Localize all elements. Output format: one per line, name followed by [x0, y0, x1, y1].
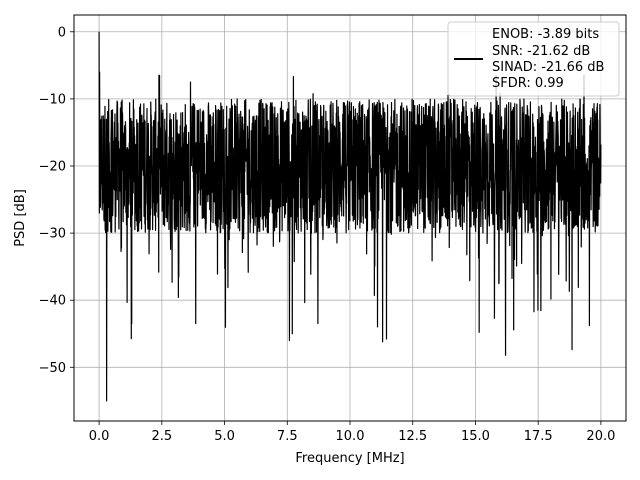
y-tick-label: −50 — [39, 361, 66, 376]
x-tick-label: 17.5 — [524, 429, 553, 444]
x-tick-label: 0.0 — [89, 429, 110, 444]
y-tick-label: −30 — [39, 227, 66, 242]
x-tick-label: 20.0 — [586, 429, 615, 444]
x-tick-label: 2.5 — [151, 429, 172, 444]
legend-sinad: SINAD: -21.66 dB — [492, 60, 604, 75]
psd-series-line — [98, 31, 602, 402]
ticks: 0.0 2.5 5.0 7.5 10.0 12.5 15.0 17.5 20.0 0 −10 −20 −… — [39, 25, 616, 444]
x-tick-label: 5.0 — [214, 429, 235, 444]
series-layer — [98, 31, 602, 402]
x-tick-label: 10.0 — [336, 429, 365, 444]
legend-box — [447, 21, 620, 97]
legend: ENOB: -3.89 bits SNR: -21.62 dB SINAD: -… — [447, 21, 620, 97]
x-tick-label: 7.5 — [277, 429, 298, 444]
x-axis-label: Frequency [MHz] — [295, 451, 404, 466]
x-tick-label: 12.5 — [398, 429, 427, 444]
y-tick-label: −10 — [39, 92, 66, 107]
legend-snr: SNR: -21.62 dB — [492, 44, 590, 59]
y-tick-label: 0 — [58, 25, 66, 40]
legend-sfdr: SFDR: 0.99 — [492, 76, 564, 91]
y-axis-label: PSD [dB] — [13, 189, 28, 247]
y-tick-label: −40 — [39, 294, 66, 309]
legend-enob: ENOB: -3.89 bits — [492, 27, 599, 42]
y-tick-label: −20 — [39, 159, 66, 174]
x-tick-label: 15.0 — [461, 429, 490, 444]
